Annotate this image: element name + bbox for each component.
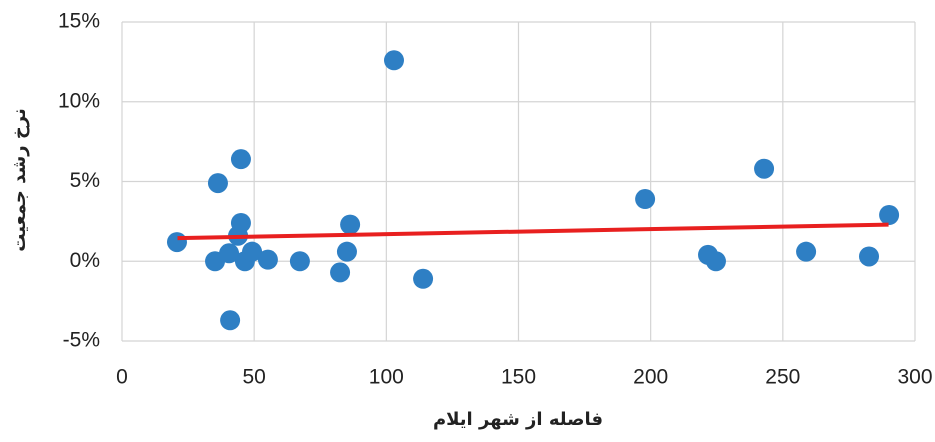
point xyxy=(384,50,404,70)
x-tick-label: 150 xyxy=(501,366,536,389)
y-tick-label: 0% xyxy=(70,249,100,272)
point xyxy=(231,213,251,233)
point xyxy=(796,242,816,262)
x-tick-label: 50 xyxy=(242,366,265,389)
y-tick-label: 5% xyxy=(70,169,100,192)
point xyxy=(290,251,310,271)
x-tick-label: 250 xyxy=(765,366,800,389)
point xyxy=(879,205,899,225)
point xyxy=(859,246,879,266)
x-tick-label: 200 xyxy=(633,366,668,389)
point xyxy=(337,242,357,262)
trendline xyxy=(178,225,889,239)
x-axis-title: فاصله از شهر ایلام xyxy=(433,409,603,430)
y-axis-title: نرخ رشد جمعیت xyxy=(9,108,30,252)
point xyxy=(413,269,433,289)
point xyxy=(754,159,774,179)
point xyxy=(231,149,251,169)
point xyxy=(220,310,240,330)
x-tick-label: 300 xyxy=(897,366,932,389)
point xyxy=(167,232,187,252)
point xyxy=(635,189,655,209)
y-tick-label: 15% xyxy=(58,10,100,33)
x-tick-label: 100 xyxy=(369,366,404,389)
point xyxy=(258,250,278,270)
chart: فاصله از شهر ایلام نرخ رشد جمعیت -5% 0% 5%… xyxy=(0,0,935,437)
y-tick-label: -5% xyxy=(63,329,100,352)
y-tick-label: 10% xyxy=(58,89,100,112)
point xyxy=(330,262,350,282)
point xyxy=(208,173,228,193)
x-tick-label: 0 xyxy=(116,366,128,389)
point xyxy=(706,251,726,271)
point xyxy=(340,215,360,235)
